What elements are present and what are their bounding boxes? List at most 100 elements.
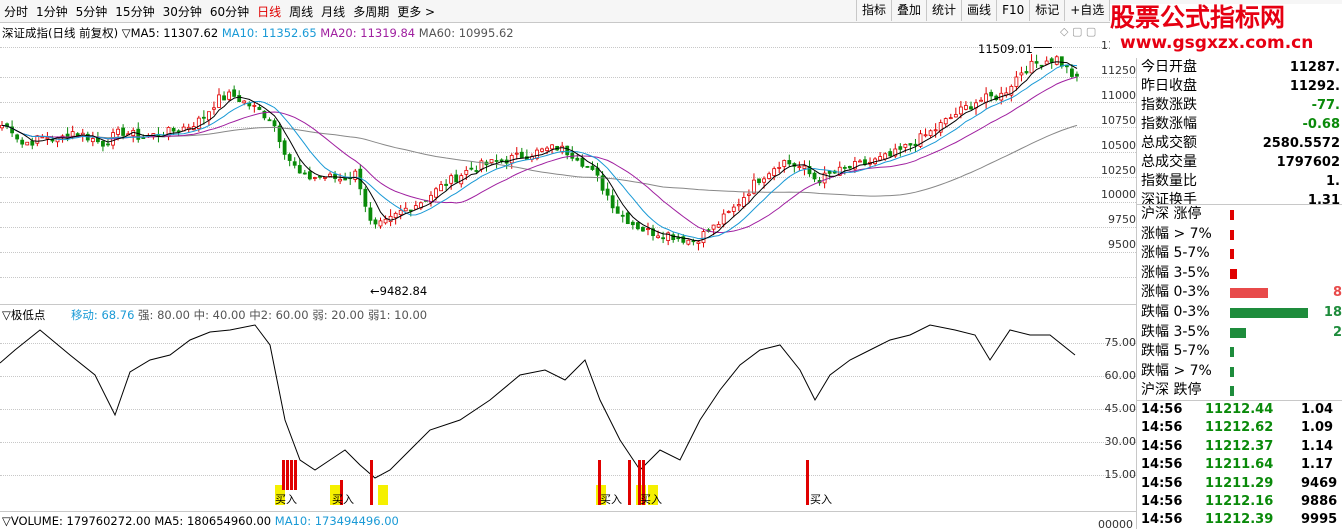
price-chart[interactable] (0, 40, 1100, 302)
price-axis-label: 9500 (1108, 238, 1136, 252)
candle (878, 152, 883, 162)
buy-label: 买入 (332, 493, 354, 506)
tool-button[interactable]: 指标 (856, 0, 891, 21)
trade-price: 11211.29 (1205, 475, 1274, 491)
candle (413, 200, 418, 210)
candle (736, 198, 741, 211)
period-tab[interactable]: 15分钟 (115, 4, 155, 19)
trade-price: 11212.44 (1205, 402, 1274, 417)
breadth-count (1300, 205, 1342, 224)
period-tab[interactable]: 分时 (4, 4, 29, 19)
candle (1054, 55, 1059, 66)
signal-yellow-bar (275, 485, 285, 505)
buy-label: 买入 (600, 493, 622, 506)
ma20-legend: MA20: 11319.84 (320, 26, 416, 40)
candle (499, 158, 504, 164)
candle (1029, 54, 1034, 74)
volume-value[interactable]: ▽VOLUME: 179760272.00 (2, 514, 151, 528)
ma10-line (1, 64, 1078, 240)
breadth-bar (1230, 210, 1234, 220)
breadth-label: 沪深 跌停 (1141, 382, 1202, 399)
candle (307, 166, 312, 181)
price-axis-label: 10500 (1101, 138, 1136, 152)
candle (1064, 64, 1069, 74)
trade-volume: 9886 (1301, 494, 1338, 509)
high-marker: 11509.01 (978, 42, 1033, 56)
period-tab[interactable]: 5分钟 (75, 4, 108, 19)
candle (524, 149, 529, 161)
tool-button[interactable]: 统计 (926, 0, 961, 21)
period-tab[interactable]: 30分钟 (162, 4, 202, 19)
candle (257, 104, 262, 111)
breadth-count (1300, 342, 1342, 361)
candle (671, 232, 676, 243)
candle (368, 202, 373, 225)
candle (1070, 64, 1074, 79)
ma5-legend[interactable]: ▽MA5: 11307.62 (121, 26, 219, 40)
signal-yellow-bar (378, 485, 388, 505)
signal-yellow-bar (330, 485, 340, 505)
tool-button[interactable]: 叠加 (891, 0, 926, 21)
candle (979, 97, 983, 102)
trade-time: 14:56 (1141, 457, 1183, 473)
breadth-label: 涨幅 > 7% (1141, 225, 1212, 242)
signal-red-bar (282, 460, 285, 490)
candle (600, 171, 605, 195)
candle (45, 132, 50, 145)
candle (60, 134, 65, 143)
candle (953, 107, 958, 118)
tool-button[interactable]: 标记 (1029, 0, 1064, 21)
tool-button[interactable]: F10 (996, 0, 1029, 21)
trade-time: 14:56 (1141, 475, 1183, 491)
price-axis-label: 11000 (1101, 88, 1136, 102)
candle (787, 154, 792, 167)
trade-volume: 1.09 (1301, 420, 1334, 436)
trade-price: 11212.62 (1205, 420, 1274, 436)
candle (782, 159, 787, 173)
period-tab[interactable]: 多周期 (353, 4, 390, 19)
candle (20, 137, 25, 148)
main-chart-legend: 深证成指(日线 前复权) ▽MA5: 11307.62 MA10: 11352.… (2, 25, 514, 41)
period-tab[interactable]: 60分钟 (209, 4, 250, 19)
signal-red-bar (290, 460, 293, 490)
candle (918, 129, 923, 148)
period-tab[interactable]: 1分钟 (36, 4, 68, 19)
volume-axis-value: 00000 (1098, 518, 1133, 531)
candle (812, 171, 817, 183)
period-tab[interactable]: 更多 > (397, 4, 436, 19)
tool-button[interactable]: 画线 (961, 0, 996, 21)
breadth-bar (1230, 327, 1246, 338)
breadth-label: 跌幅 3-5% (1141, 323, 1210, 340)
candle (777, 161, 782, 174)
ma5-line (1, 61, 1078, 242)
indicator-name[interactable]: ▽极低点 (2, 308, 46, 322)
candle (792, 162, 797, 173)
trade-time: 14:56 (1141, 494, 1183, 509)
candle (969, 101, 973, 110)
trade-volume: 9995 (1301, 512, 1338, 528)
period-tab[interactable]: 日线 (257, 4, 282, 19)
period-tab[interactable]: 月线 (321, 4, 346, 19)
candle (964, 101, 968, 111)
indicator-axis-label: 60.00 (1104, 369, 1137, 382)
chart-options-icon[interactable]: ◇ ▢ ▢ (1060, 25, 1097, 38)
candle (25, 141, 30, 146)
indicator-axis-label: 45.00 (1104, 402, 1137, 415)
candle (635, 221, 640, 231)
volume-legend: ▽VOLUME: 179760272.00 MA5: 180654960.00 … (2, 514, 399, 528)
candle (171, 126, 176, 135)
tool-button[interactable]: +自选 (1064, 0, 1109, 21)
candle (893, 143, 898, 158)
indicator-chart[interactable]: 买入 买入 买入 买入 买入 (0, 320, 1100, 510)
strong-value: 强: 80.00 (138, 308, 190, 322)
candle (439, 180, 443, 192)
stat-label: 总成交量 (1141, 154, 1197, 170)
candle (888, 148, 893, 158)
candle (292, 157, 297, 169)
candle (1019, 66, 1024, 82)
period-tab[interactable]: 周线 (289, 4, 314, 19)
candle (1014, 71, 1019, 91)
candle (595, 162, 600, 182)
candle (837, 161, 842, 176)
trade-volume: 1.04 (1301, 402, 1334, 417)
